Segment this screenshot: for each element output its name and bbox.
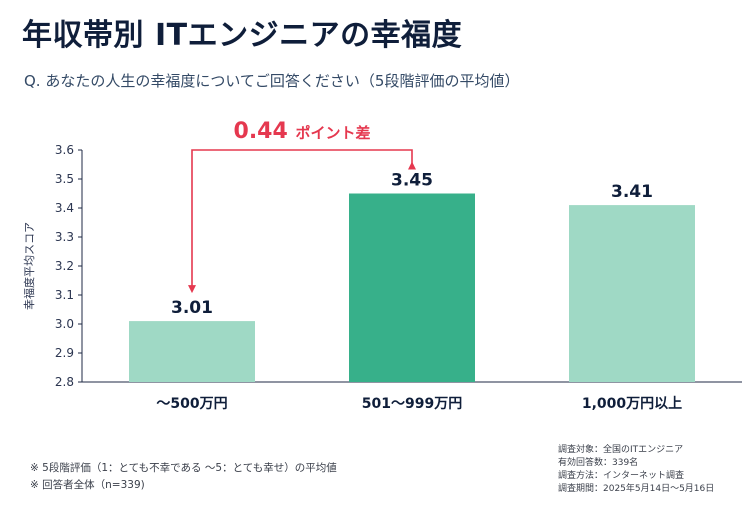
footnote-sample: ※ 回答者全体（n=339)	[30, 479, 145, 491]
y-tick-label: 3.0	[55, 317, 74, 331]
bars: 3.01 〜500万円 3.45 501〜999万円 3.41 1,000万円以上	[129, 171, 695, 412]
y-tick-label: 3.1	[55, 288, 74, 302]
x-category-label: 〜500万円	[156, 396, 227, 412]
y-tick-label: 3.2	[55, 259, 74, 273]
x-category-label: 1,000万円以上	[582, 396, 682, 412]
bar-value-label: 3.41	[611, 182, 653, 202]
difference-arrow	[188, 149, 416, 294]
bar	[349, 193, 475, 382]
survey-responses: 有効回答数：339名	[558, 458, 639, 468]
survey-method: 調査方法：インターネット調査	[558, 471, 685, 481]
y-tick-label: 3.4	[55, 201, 74, 215]
difference-label: 0.44 ポイント差	[234, 119, 371, 144]
y-tick-label: 2.9	[55, 346, 74, 360]
bar-chart: 2.8 2.9 3.0 3.1 3.2 3.3 3.4 3.5 3.6 幸福度平均スコア 3.01…	[22, 119, 742, 412]
survey-target: 調査対象：全国のITエンジニア	[558, 445, 684, 455]
bar	[569, 205, 695, 382]
y-axis-title: 幸福度平均スコア	[22, 222, 36, 310]
survey-period: 調査期間：2025年5月14日〜5月16日	[558, 484, 715, 494]
y-axis: 2.8 2.9 3.0 3.1 3.2 3.3 3.4 3.5 3.6 幸福度平均スコア	[22, 143, 742, 389]
page-title: 年収帯別 ITエンジニアの幸福度	[22, 18, 463, 53]
y-tick-label: 3.6	[55, 143, 74, 157]
bar-value-label: 3.45	[391, 171, 433, 191]
y-tick-label: 3.3	[55, 230, 74, 244]
x-category-label: 501〜999万円	[362, 396, 462, 412]
footnote-scale: ※ 5段階評価（1：とても不幸である 〜5：とても幸せ）の平均値	[30, 462, 337, 474]
difference-annotation: 0.44 ポイント差	[188, 119, 416, 294]
y-tick-label: 3.5	[55, 172, 74, 186]
bar-value-label: 3.01	[171, 298, 213, 318]
survey-meta: 調査対象：全国のITエンジニア 有効回答数：339名 調査方法：インターネット調…	[558, 444, 714, 496]
bar	[129, 321, 255, 382]
question-subtitle: Q. あなたの人生の幸福度についてご回答ください（5段階評価の平均値）	[24, 72, 520, 90]
y-tick-label: 2.8	[55, 375, 74, 389]
